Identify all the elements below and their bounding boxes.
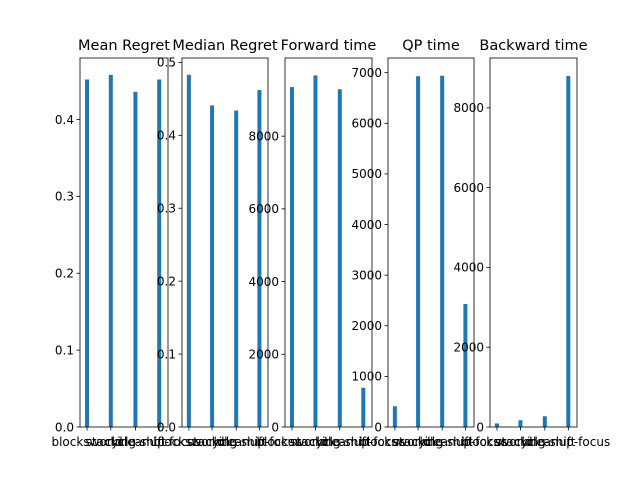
bar-cycle-shift (337, 89, 342, 428)
x-tick-label: stacking (86, 435, 136, 449)
chart-title: QP time (402, 38, 460, 54)
x-tick-label: blocksworld (153, 435, 224, 449)
x-tick-label: blocksworld (256, 435, 327, 449)
bar-cycle-shift (542, 416, 547, 427)
y-tick-label: 2000 (453, 341, 484, 355)
bar-cleanup-focus (157, 79, 162, 428)
y-tick-label: 0.0 (55, 420, 74, 434)
chart-title: Mean Regret (78, 38, 170, 54)
bar-stacking (210, 105, 215, 428)
x-tick-label: blocksworld (461, 435, 532, 449)
x-tick-label: cleanup-focus (117, 435, 201, 449)
y-tick-label: 8000 (248, 129, 279, 143)
chart-title: Median Regret (172, 38, 277, 54)
bar-blocksworld (289, 87, 294, 427)
y-tick-label: 0.4 (55, 113, 74, 127)
axes-frame (284, 57, 373, 428)
y-tick-label: 2000 (248, 348, 279, 362)
x-tick-label: stacking (393, 435, 443, 449)
y-tick-label: 0.5 (157, 56, 176, 70)
x-tick-label: cycle-shift (412, 435, 474, 449)
y-tick-label: 0.1 (157, 347, 176, 361)
y-tick-label: 2000 (351, 319, 382, 333)
y-tick-label: 1000 (351, 370, 382, 384)
y-tick-label: 0.3 (157, 202, 176, 216)
chart-title: Forward time (281, 38, 377, 54)
y-tick-label: 0.3 (55, 190, 74, 204)
x-tick-label: cleanup-focus (423, 435, 507, 449)
y-tick-label: 8000 (453, 101, 484, 115)
x-tick-label: stacking (495, 435, 545, 449)
y-tick-label: 6000 (248, 202, 279, 216)
y-tick-label: 0.4 (157, 129, 176, 143)
bar-blocksworld (392, 406, 397, 427)
y-tick-label: 3000 (351, 268, 382, 282)
bar-cycle-shift (234, 110, 239, 427)
x-tick-label: blocksworld (51, 435, 122, 449)
x-tick-label: stacking (187, 435, 237, 449)
x-tick-label: cycle-shift (206, 435, 268, 449)
y-tick-label: 4000 (351, 218, 382, 232)
x-tick-label: stacking (290, 435, 340, 449)
y-tick-label: 4000 (248, 275, 279, 289)
y-tick-label: 0.2 (157, 274, 176, 288)
y-tick-label: 0.1 (55, 343, 74, 357)
x-tick-label: cycle-shift (309, 435, 371, 449)
bar-blocksworld (186, 74, 191, 428)
chart-title: Backward time (479, 38, 587, 54)
axes-frame (79, 57, 169, 428)
axes-frame (181, 57, 269, 428)
bar-cleanup-focus (257, 90, 262, 427)
y-tick-label: 4000 (453, 261, 484, 275)
y-tick-label: 0.0 (157, 420, 176, 434)
y-tick-label: 0 (271, 420, 279, 434)
y-tick-label: 5000 (351, 167, 382, 181)
bar-stacking (416, 76, 421, 427)
bar-stacking (108, 74, 113, 427)
bar-stacking (313, 75, 318, 427)
bar-cleanup-focus (566, 75, 571, 427)
bar-cycle-shift (133, 91, 138, 427)
x-tick-label: cleanup-focus (526, 435, 610, 449)
bar-blocksworld (85, 79, 90, 428)
y-tick-label: 6000 (453, 181, 484, 195)
axes-frame (387, 57, 475, 428)
bar-cleanup-focus (463, 304, 468, 427)
x-tick-label: blocksworld (359, 435, 430, 449)
axes-frame (489, 57, 578, 428)
x-tick-label: cleanup-focus (217, 435, 301, 449)
bar-stacking (518, 420, 523, 427)
y-tick-label: 7000 (351, 66, 382, 80)
bar-cleanup-focus (361, 387, 366, 427)
y-tick-label: 0.2 (55, 267, 74, 281)
y-tick-label: 6000 (351, 117, 382, 131)
y-tick-label: 0 (374, 420, 382, 434)
y-tick-label: 0 (476, 420, 484, 434)
bar-blocksworld (494, 423, 499, 427)
bar-cycle-shift (440, 75, 445, 427)
x-tick-label: cleanup-focus (321, 435, 405, 449)
x-tick-label: cycle-shift (105, 435, 167, 449)
x-tick-label: cycle-shift (514, 435, 576, 449)
